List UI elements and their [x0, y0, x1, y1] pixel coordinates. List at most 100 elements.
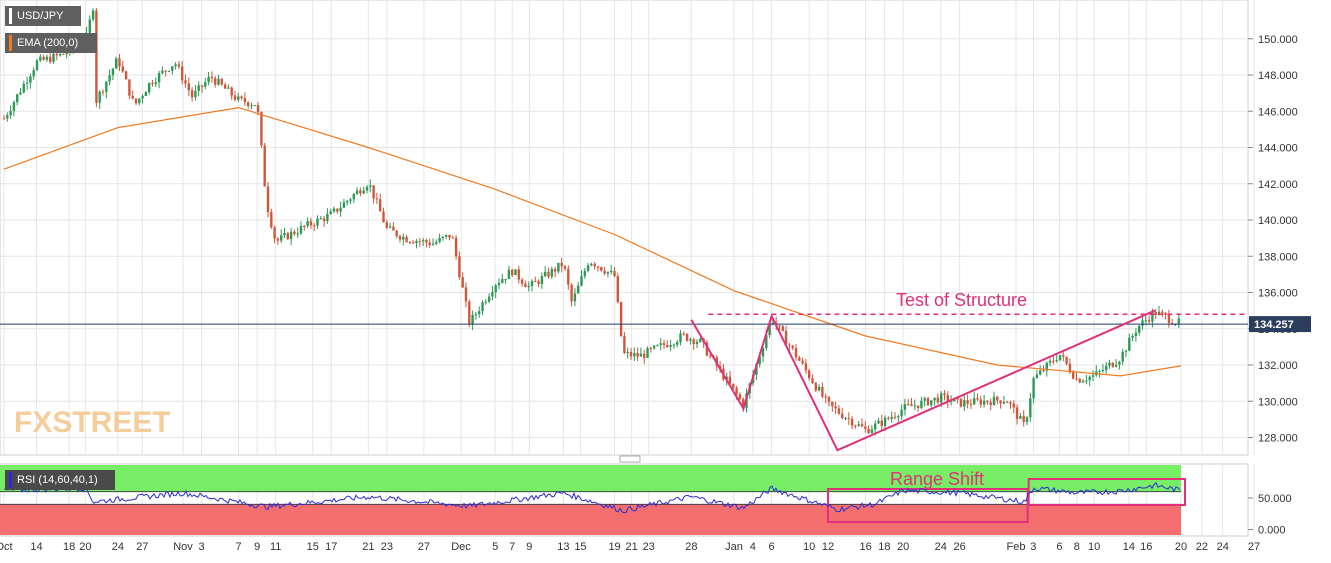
y-tick-label: 148.000 — [1258, 70, 1298, 82]
candle-body — [610, 270, 613, 272]
candle-body — [992, 396, 996, 406]
panel-resize-handle[interactable] — [619, 455, 641, 463]
candle-body — [590, 263, 593, 266]
candle-body — [920, 400, 923, 409]
candle-body — [709, 355, 712, 357]
candle-body — [887, 417, 890, 419]
candle-body — [22, 83, 25, 93]
candle-body — [596, 266, 600, 268]
candle-body — [1029, 398, 1032, 418]
candle-body — [1085, 380, 1088, 382]
symbol-swatch — [9, 8, 12, 24]
candle-body — [511, 269, 514, 276]
candle-body — [438, 237, 441, 243]
candle-body — [1154, 311, 1157, 316]
candle-body — [679, 333, 682, 343]
candle-body — [1144, 320, 1147, 322]
candle-body — [388, 226, 392, 228]
candle-body — [570, 284, 573, 302]
candle-body — [1006, 401, 1009, 403]
candle-body — [1111, 362, 1114, 367]
x-tick-label: 24 — [1217, 541, 1229, 553]
ema-label: EMA (200,0) — [17, 37, 79, 49]
candle-body — [1019, 415, 1022, 419]
ema-200-line — [3, 106, 1182, 377]
candle-body — [834, 406, 837, 409]
y-tick-label: 144.000 — [1258, 143, 1298, 155]
x-tick-label: 16 — [1140, 541, 1152, 553]
candle-body — [332, 208, 336, 212]
rsi-y-tick-label: 0.000 — [1258, 525, 1286, 537]
candle-body — [478, 311, 481, 315]
candle-body — [474, 314, 478, 316]
candle-body — [177, 64, 181, 67]
candle-body — [1167, 314, 1171, 324]
x-tick-label: 15 — [307, 541, 319, 553]
candle-body — [2, 118, 6, 120]
candle-body — [207, 76, 210, 83]
x-tick-label: 12 — [822, 541, 834, 553]
candle-body — [504, 278, 507, 280]
candle-body — [369, 185, 372, 187]
y-tick-label: 132.000 — [1258, 360, 1298, 372]
x-tick-label: 20 — [1175, 541, 1187, 553]
candle-body — [982, 400, 986, 405]
candle-body — [1075, 378, 1078, 380]
candle-body — [963, 400, 966, 407]
candle-body — [101, 91, 105, 93]
candle-body — [1118, 361, 1121, 365]
candle-body — [487, 296, 491, 302]
candle-body — [527, 285, 530, 288]
rsi-legend[interactable]: RSI (14,60,40,1) — [5, 470, 115, 490]
candle-body — [451, 237, 454, 239]
candle-body — [124, 71, 128, 80]
candle-body — [1048, 360, 1052, 363]
x-tick-label: 5 — [492, 541, 498, 553]
candle-body — [662, 343, 666, 346]
candle-body — [49, 56, 52, 63]
candle-body — [553, 268, 557, 272]
candle-body — [115, 58, 118, 69]
zigzag-structure-line — [690, 309, 1156, 452]
ema-swatch — [9, 35, 12, 51]
symbol-legend[interactable]: USD/JPY — [5, 6, 81, 26]
candle-body — [339, 207, 342, 212]
candle-body — [913, 405, 916, 407]
candle-body — [676, 342, 679, 345]
candle-body — [497, 282, 501, 286]
candle-body — [689, 339, 692, 341]
x-tick-label: 20 — [79, 541, 91, 553]
candle-body — [735, 387, 738, 395]
candle-body — [854, 425, 857, 427]
candle-body — [365, 186, 369, 191]
candle-body — [289, 231, 293, 240]
candle-body — [352, 194, 355, 200]
candle-body — [738, 394, 742, 400]
candle-body — [593, 263, 596, 267]
candle-body — [636, 353, 639, 357]
x-tick-label: Dec — [451, 541, 471, 553]
candle-body — [1068, 363, 1072, 373]
candle-body — [1105, 365, 1108, 371]
candle-body — [105, 81, 108, 92]
candle-body — [280, 235, 283, 241]
candle-body — [907, 404, 910, 406]
candle-body — [903, 404, 907, 410]
candle-body — [431, 243, 435, 246]
candle-body — [428, 242, 431, 246]
candle-body — [408, 242, 412, 244]
candle-body — [633, 353, 636, 357]
candle-body — [643, 353, 646, 358]
candle-body — [197, 85, 200, 91]
candle-body — [296, 233, 299, 235]
candle-body — [144, 92, 148, 97]
candle-body — [755, 364, 758, 375]
candle-body — [435, 242, 438, 244]
candle-body — [580, 276, 583, 286]
candle-body — [966, 400, 969, 404]
candle-body — [844, 418, 847, 420]
candle-body — [1088, 376, 1091, 381]
candle-body — [560, 262, 563, 267]
ema-legend[interactable]: EMA (200,0) — [5, 33, 97, 53]
candle-body — [880, 420, 883, 427]
